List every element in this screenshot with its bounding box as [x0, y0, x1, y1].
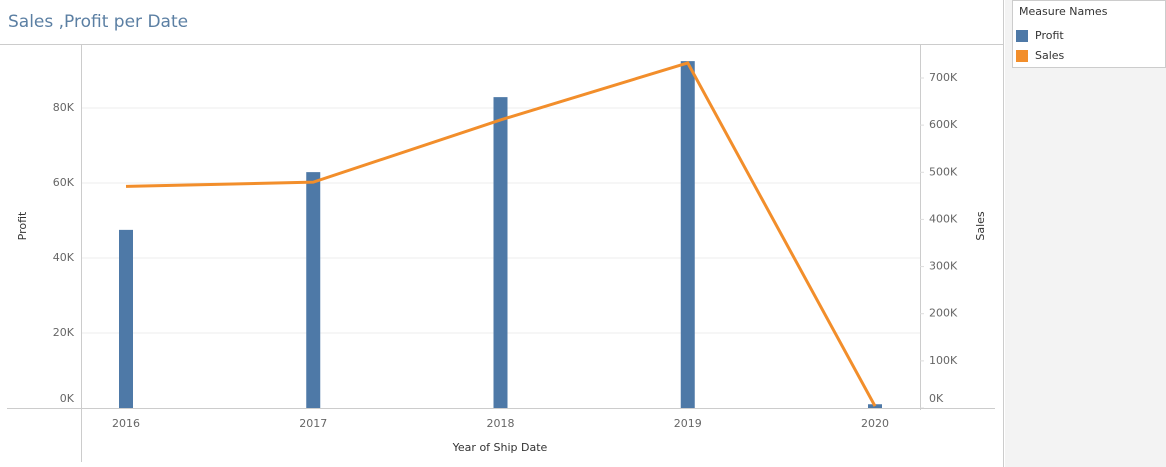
legend-swatch — [1016, 30, 1028, 42]
x-axis-title: Year of Ship Date — [452, 441, 548, 454]
x-tick-label: 2016 — [112, 417, 140, 430]
chart-title: Sales ,Profit per Date — [8, 12, 188, 32]
y2-tick-label: 600K — [929, 118, 958, 131]
y-tick-label: 80K — [53, 101, 75, 114]
bar — [680, 61, 695, 408]
bar — [868, 404, 882, 408]
y-tick-label: 0K — [60, 392, 75, 405]
legend-label: Profit — [1035, 29, 1064, 42]
x-tick-label: 2019 — [674, 417, 702, 430]
legend-title: Measure Names — [1019, 5, 1108, 18]
x-tick-label: 2020 — [861, 417, 889, 430]
legend-label: Sales — [1035, 49, 1065, 62]
y2-tick-label: 400K — [929, 212, 958, 225]
y2-tick-label: 300K — [929, 260, 958, 273]
y2-tick-label: 100K — [929, 354, 958, 367]
bar — [119, 229, 133, 408]
line — [125, 61, 877, 407]
y-tick-label: 40K — [53, 251, 75, 264]
y2-tick-label: 700K — [929, 71, 958, 84]
y2-axis-title: Sales — [974, 211, 987, 241]
y2-tick-label: 0K — [929, 392, 944, 405]
legend-pane — [1005, 0, 1166, 467]
bar — [493, 97, 508, 408]
legend-swatch — [1016, 50, 1028, 62]
legend-box — [1012, 0, 1166, 68]
y-tick-label: 60K — [53, 176, 75, 189]
y-axis-title: Profit — [16, 211, 29, 240]
x-tick-label: 2017 — [299, 417, 327, 430]
bar — [306, 172, 321, 408]
y2-tick-label: 200K — [929, 307, 958, 320]
y2-tick-label: 500K — [929, 165, 958, 178]
x-tick-label: 2018 — [487, 417, 515, 430]
y-tick-label: 20K — [53, 326, 75, 339]
